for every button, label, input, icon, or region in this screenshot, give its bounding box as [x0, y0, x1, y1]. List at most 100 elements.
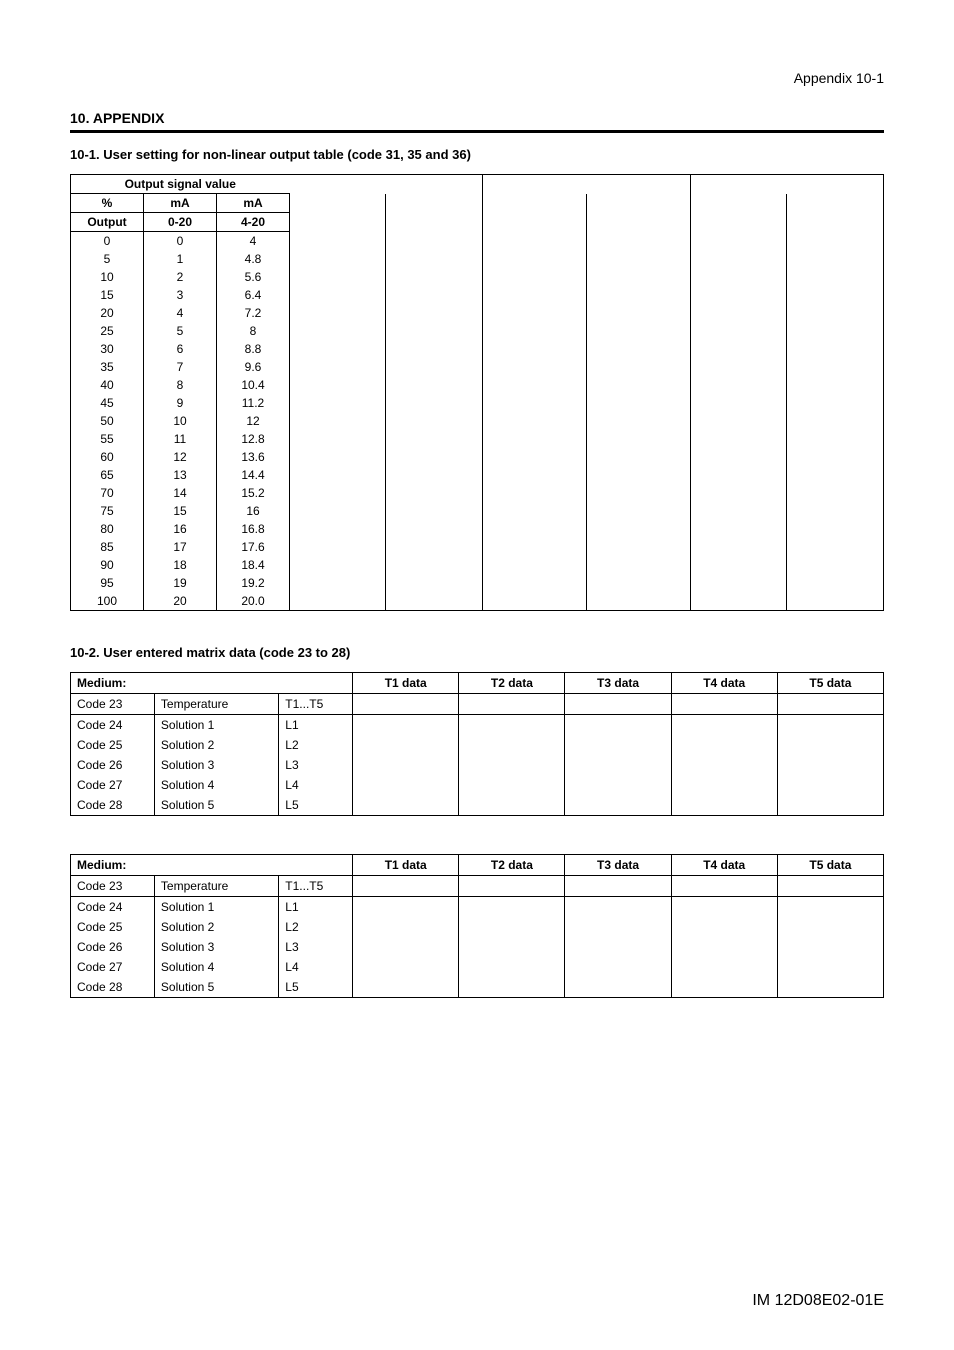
mt1-r26-desc: Solution 3	[154, 755, 278, 775]
tbl1-empty	[787, 448, 884, 466]
tbl1-empty	[690, 358, 787, 376]
tbl1-empty-a2	[386, 194, 482, 213]
tbl1-empty	[290, 592, 386, 611]
tbl1-row: 8	[144, 376, 217, 394]
tbl1-empty	[386, 556, 482, 574]
mt1-r25-d1	[353, 735, 459, 755]
mt2-r23-c2: T1...T5	[279, 876, 353, 897]
mt1-t5: T5 data	[777, 673, 883, 694]
tbl1-row: 9	[144, 394, 217, 412]
tbl1-empty	[787, 322, 884, 340]
tbl1-row: 16	[217, 502, 290, 520]
mt1-t2: T2 data	[459, 673, 565, 694]
mt1-r23-c2: T1...T5	[279, 694, 353, 715]
tbl1-row: 85	[71, 538, 144, 556]
tbl1-empty	[482, 286, 586, 304]
tbl1-empty	[386, 412, 482, 430]
mt1-r26-d4	[671, 755, 777, 775]
mt1-t1: T1 data	[353, 673, 459, 694]
tbl1-empty	[586, 484, 690, 502]
mt2-r24-d2	[459, 897, 565, 918]
tbl1-row: 20.0	[217, 592, 290, 611]
mt2-r25-code: Code 25	[71, 917, 155, 937]
tbl1-row: 2	[144, 268, 217, 286]
tbl1-row: 5.6	[217, 268, 290, 286]
tbl1-empty	[690, 340, 787, 358]
mt1-r25-d3	[565, 735, 671, 755]
tbl1-empty	[482, 376, 586, 394]
tbl1-col-ma2: mA	[217, 194, 290, 213]
tbl1-empty	[586, 376, 690, 394]
tbl1-row: 40	[71, 376, 144, 394]
mt1-r24-d4	[671, 715, 777, 736]
tbl1-row: 90	[71, 556, 144, 574]
mt1-r28-d1	[353, 795, 459, 816]
tbl1-empty	[290, 286, 386, 304]
mt1-r23-d1	[353, 694, 459, 715]
mt1-r28-d3	[565, 795, 671, 816]
mt1-r23-desc: Temperature	[154, 694, 278, 715]
mt1-r26-code: Code 26	[71, 755, 155, 775]
mt2-r28-d3	[565, 977, 671, 998]
tbl1-row: 18	[144, 556, 217, 574]
tbl1-empty	[386, 286, 482, 304]
mt1-r25-d4	[671, 735, 777, 755]
mt1-r28-c2: L5	[279, 795, 353, 816]
tbl1-empty	[787, 484, 884, 502]
tbl1-empty	[586, 466, 690, 484]
tbl1-empty	[586, 322, 690, 340]
tbl1-row-range1: 0-20	[144, 213, 217, 232]
mt2-r26-d3	[565, 937, 671, 957]
tbl1-row: 19	[144, 574, 217, 592]
tbl1-row: 65	[71, 466, 144, 484]
tbl1-empty	[690, 520, 787, 538]
tbl1-empty	[690, 556, 787, 574]
tbl1-empty	[482, 556, 586, 574]
section-10-1-title: 10-1. User setting for non-linear output…	[70, 147, 884, 162]
tbl1-empty	[787, 574, 884, 592]
tbl1-empty	[482, 340, 586, 358]
section-10-2-title: 10-2. User entered matrix data (code 23 …	[70, 645, 884, 660]
tbl1-empty	[386, 322, 482, 340]
section-10-rule	[70, 130, 884, 133]
tbl1-empty	[482, 502, 586, 520]
tbl1-empty	[482, 538, 586, 556]
mt1-r24-c2: L1	[279, 715, 353, 736]
tbl1-row: 30	[71, 340, 144, 358]
tbl1-empty	[690, 232, 787, 251]
mt1-r27-desc: Solution 4	[154, 775, 278, 795]
mt1-r26-d1	[353, 755, 459, 775]
tbl1-empty	[386, 484, 482, 502]
tbl1-empty	[386, 250, 482, 268]
tbl1-row: 5	[71, 250, 144, 268]
tbl1-empty	[482, 358, 586, 376]
tbl1-empty	[586, 502, 690, 520]
tbl1-empty	[386, 574, 482, 592]
mt1-r24-d2	[459, 715, 565, 736]
mt2-r23-d5	[777, 876, 883, 897]
tbl1-empty-top-1	[290, 175, 483, 194]
tbl1-empty	[386, 502, 482, 520]
tbl1-empty	[482, 232, 586, 251]
mt2-r27-d1	[353, 957, 459, 977]
tbl1-empty	[386, 394, 482, 412]
tbl1-empty	[787, 394, 884, 412]
tbl1-empty	[586, 412, 690, 430]
mt1-r24-desc: Solution 1	[154, 715, 278, 736]
tbl1-empty	[690, 394, 787, 412]
mt1-r24-code: Code 24	[71, 715, 155, 736]
mt1-r27-c2: L4	[279, 775, 353, 795]
mt1-r27-code: Code 27	[71, 775, 155, 795]
tbl1-empty-a5	[690, 194, 787, 213]
tbl1-empty	[787, 466, 884, 484]
tbl1-row: 9.6	[217, 358, 290, 376]
tbl1-empty	[290, 520, 386, 538]
tbl1-row: 10	[144, 412, 217, 430]
tbl1-empty-top-2	[482, 175, 690, 194]
tbl1-row: 14	[144, 484, 217, 502]
mt1-r28-code: Code 28	[71, 795, 155, 816]
mt2-r24-d4	[671, 897, 777, 918]
tbl1-empty	[290, 340, 386, 358]
tbl1-empty	[290, 430, 386, 448]
mt1-r25-code: Code 25	[71, 735, 155, 755]
